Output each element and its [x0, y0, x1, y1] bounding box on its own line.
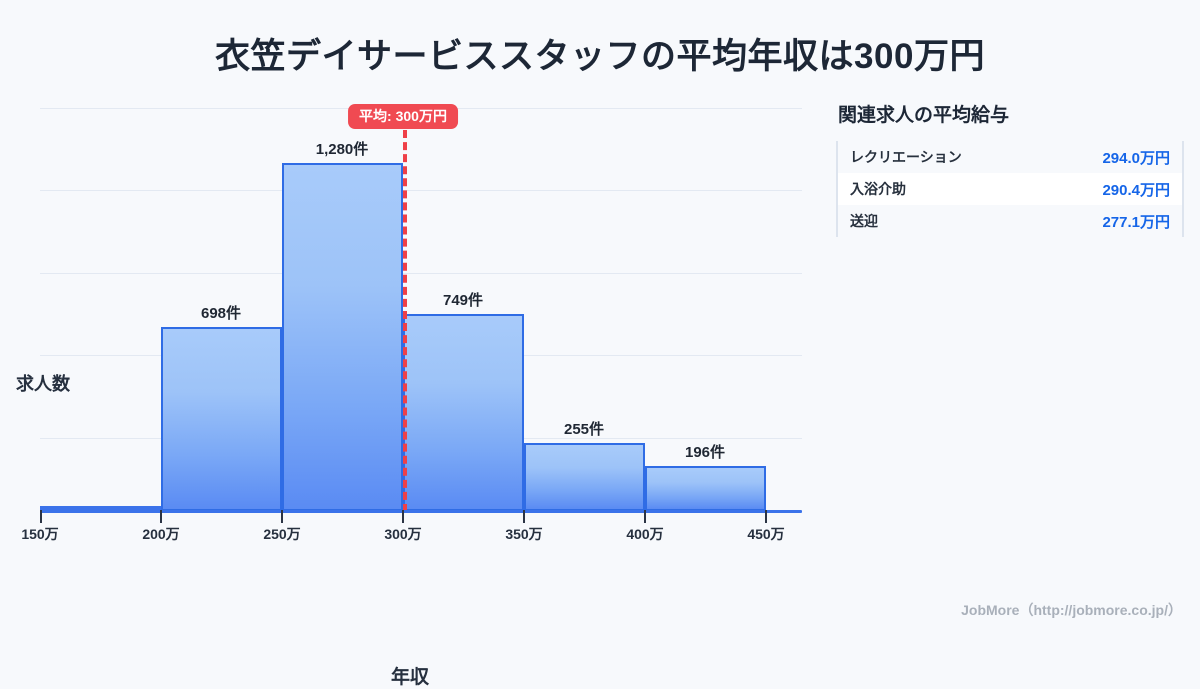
x-axis-label: 450万	[747, 526, 785, 542]
average-badge: 平均: 300万円	[348, 104, 458, 129]
bar-value-label: 255件	[563, 421, 605, 438]
salary-row-name: レクリエーション	[850, 149, 962, 165]
bar-value-label: 749件	[442, 292, 484, 309]
chart-panel: 求人数 698件 1,280件 749件 255件 196件	[0, 92, 820, 688]
x-axis-label: 200万	[142, 526, 180, 542]
page-title: 衣笠デイサービススタッフの平均年収は300万円	[215, 37, 985, 76]
bar-value-label: 196件	[684, 444, 726, 461]
x-axis-line	[40, 510, 802, 513]
x-axis-tick	[402, 510, 404, 523]
salary-row-name: 送迎	[850, 213, 878, 229]
x-axis-tick	[644, 510, 646, 523]
histogram-bar[interactable]	[645, 466, 766, 511]
table-row[interactable]: レクリエーション 294.0万円	[838, 141, 1182, 173]
table-row[interactable]: 送迎 277.1万円	[838, 205, 1182, 237]
x-axis-label: 400万	[626, 526, 664, 542]
bar-value-label: 698件	[200, 305, 242, 322]
histogram-bar[interactable]	[403, 314, 524, 511]
x-axis-label: 250万	[263, 526, 301, 542]
histogram-bar[interactable]	[40, 506, 161, 511]
bar-value-label: 1,280件	[315, 141, 369, 158]
salary-row-value: 290.4万円	[1102, 181, 1170, 199]
histogram-bar[interactable]	[524, 443, 645, 511]
infographic-root: 衣笠デイサービススタッフの平均年収は300万円 求人数 698件 1,280件 …	[0, 37, 1184, 688]
x-axis-label: 300万	[384, 526, 422, 542]
related-salary-title: 関連求人の平均給与	[838, 105, 1010, 126]
gridline	[40, 190, 802, 191]
x-axis-label: 350万	[505, 526, 543, 542]
average-line	[403, 130, 407, 512]
x-axis-tick	[765, 510, 767, 523]
salary-table: レクリエーション 294.0万円 入浴介助 290.4万円 送迎 277.1万円	[836, 141, 1184, 237]
footer-credit: JobMore（http://jobmore.co.jp/）	[961, 602, 1182, 618]
table-row[interactable]: 入浴介助 290.4万円	[838, 173, 1182, 205]
salary-row-name: 入浴介助	[850, 181, 906, 197]
x-axis-label: 150万	[21, 526, 59, 542]
salary-row-value: 277.1万円	[1102, 213, 1170, 231]
histogram-bar[interactable]	[161, 327, 282, 511]
x-axis-tick	[40, 510, 42, 523]
x-axis-title: 年収	[390, 667, 429, 688]
related-salary-panel: 関連求人の平均給与 レクリエーション 294.0万円 入浴介助 290.4万円 …	[836, 100, 1184, 237]
salary-row-value: 294.0万円	[1102, 149, 1170, 167]
x-axis-tick	[523, 510, 525, 523]
y-axis-title: 求人数	[16, 374, 70, 394]
plot-area: 698件 1,280件 749件 255件 196件 平均: 300万円	[21, 100, 802, 542]
x-axis-tick	[160, 510, 162, 523]
gridline	[40, 273, 802, 274]
x-axis-tick	[281, 510, 283, 523]
histogram-bar[interactable]	[282, 163, 403, 511]
